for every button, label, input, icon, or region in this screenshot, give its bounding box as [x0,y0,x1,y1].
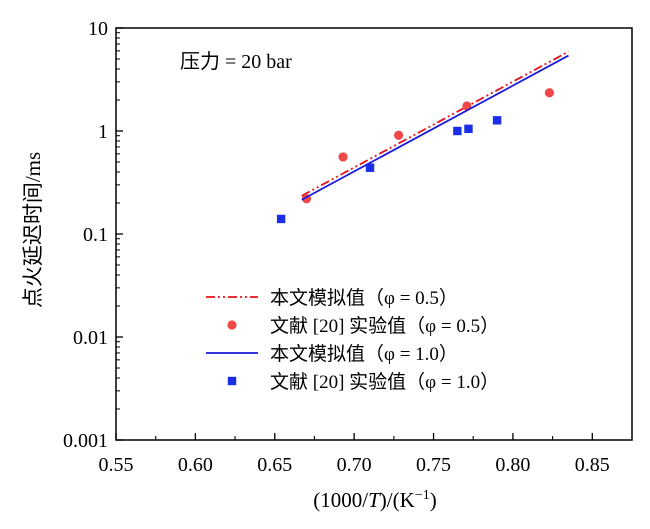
legend-label: 本文模拟值（φ = 0.5） [270,287,458,309]
legend: 本文模拟值（φ = 0.5） 文献 [20] 实验值（φ = 0.5） 本文模拟值（… [206,287,499,393]
legend-label: 本文模拟值（φ = 1.0） [270,343,458,365]
legend-marker-swatch [227,320,237,330]
pressure-annotation: 压力 = 20 bar [180,50,292,73]
plot-frame [115,27,633,441]
square-point [492,116,502,125]
x-tick-label: 0.55 [99,454,134,476]
circle-point [544,88,555,98]
x-tick-label: 0.65 [257,454,292,476]
y-tick-label: 10 [88,18,108,40]
legend-marker-swatch [227,376,237,386]
square-point [365,163,375,172]
square-point [453,126,462,136]
x-axis-title: (1000/T)/(K−1) [313,488,436,512]
square-point [464,124,473,134]
series-line-2 [301,54,569,201]
y-tick-label: 0.001 [63,430,108,452]
circle-point [338,152,348,162]
legend-label: 文献 [20] 实验值（φ = 1.0） [270,371,499,393]
x-tick-label: 0.85 [575,454,610,476]
square-point [276,214,286,224]
plot-series [276,50,569,224]
series-line-0 [301,50,569,197]
y-tick-label: 1 [98,121,108,143]
x-tick-label: 0.75 [416,454,451,476]
circle-point [394,130,404,140]
x-tick-label: 0.80 [495,454,530,476]
x-tick-label: 0.70 [337,454,372,476]
tick-labels: 0.55 0.60 0.65 0.70 0.75 0.80 0.85 0.001 0.01 0.1… [63,18,610,476]
y-tick-label: 0.1 [83,224,108,246]
y-axis-title: 点火延迟时间/ms [21,152,45,308]
y-tick-label: 0.01 [73,327,108,349]
x-tick-label: 0.60 [178,454,213,476]
legend-label: 文献 [20] 实验值（φ = 0.5） [270,315,499,337]
